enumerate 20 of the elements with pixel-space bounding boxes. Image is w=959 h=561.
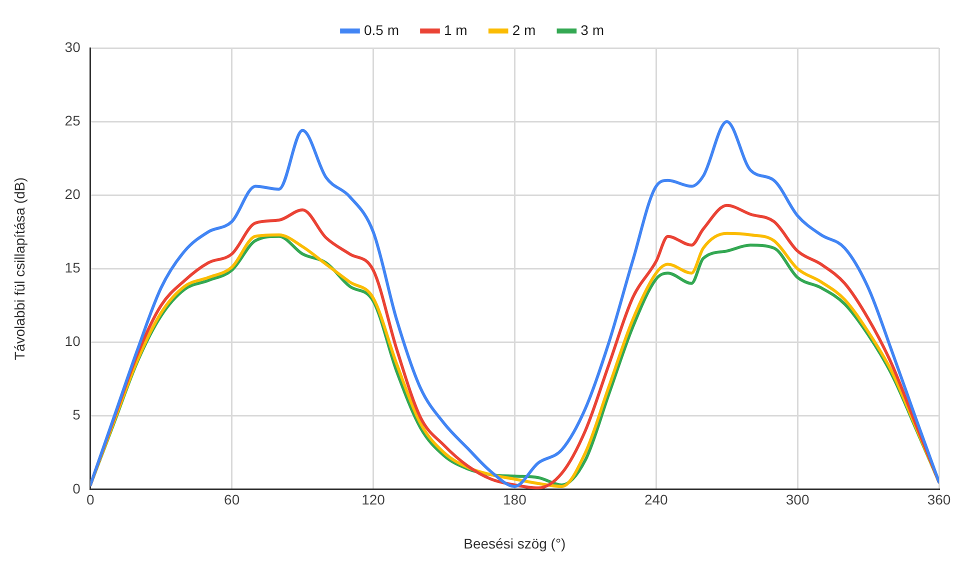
x-tick-label: 360 <box>927 492 951 508</box>
y-tick-label: 20 <box>64 186 81 202</box>
y-tick-label: 15 <box>64 260 81 276</box>
y-tick-label: 10 <box>64 333 81 350</box>
legend-label: 2 m <box>512 22 536 38</box>
x-tick-label: 240 <box>644 492 668 508</box>
x-tick-label: 60 <box>224 492 240 508</box>
y-tick-label: 0 <box>72 480 81 496</box>
y-tick-label: 25 <box>64 112 81 128</box>
x-tick-label: 0 <box>86 492 94 508</box>
y-axis-title: Távolabbi fül csillapítása (dB) <box>11 177 28 360</box>
x-tick-label: 180 <box>503 492 527 508</box>
x-tick-label: 120 <box>362 492 386 508</box>
x-tick-label: 300 <box>786 492 810 508</box>
legend-label: 0.5 m <box>364 22 399 38</box>
y-tick-label: 30 <box>64 38 81 55</box>
x-axis-title: Beesési szög (°) <box>464 535 566 552</box>
y-tick-label: 5 <box>72 406 81 423</box>
legend-label: 1 m <box>444 22 468 38</box>
legend-label: 3 m <box>580 22 604 38</box>
